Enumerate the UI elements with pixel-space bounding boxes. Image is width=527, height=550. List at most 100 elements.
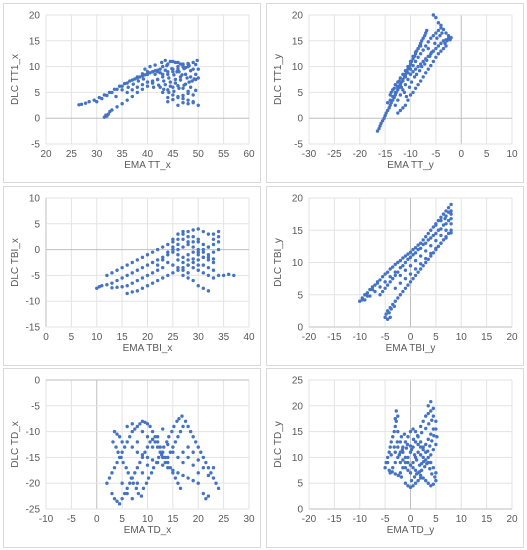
data-point	[378, 278, 382, 282]
data-point	[107, 90, 112, 95]
data-point	[398, 265, 403, 270]
data-point	[387, 106, 391, 110]
x-axis-title: EMA TT_y	[387, 160, 434, 171]
data-point	[401, 88, 405, 92]
data-point	[150, 281, 155, 285]
data-point	[413, 267, 418, 271]
data-point	[221, 273, 226, 278]
data-point	[434, 478, 438, 483]
data-point	[383, 286, 387, 290]
data-point	[411, 247, 415, 252]
data-point	[145, 72, 150, 77]
data-point	[145, 263, 150, 267]
x-tick-label: -15	[327, 332, 342, 343]
data-point	[441, 238, 446, 242]
data-point	[170, 429, 174, 434]
data-point	[393, 262, 397, 267]
data-point	[439, 215, 443, 220]
data-point	[145, 284, 150, 288]
data-point	[413, 67, 418, 71]
data-point	[204, 460, 208, 465]
data-point	[121, 460, 125, 465]
data-point	[155, 247, 160, 252]
data-point	[383, 113, 387, 118]
x-axis-title: EMA TBI_x	[123, 343, 173, 354]
data-point	[196, 247, 200, 252]
x-tick-label: -20	[302, 332, 317, 343]
data-point	[434, 246, 438, 251]
data-point	[77, 103, 81, 107]
data-point	[178, 78, 183, 82]
data-point	[421, 476, 425, 480]
data-point	[188, 429, 193, 434]
data-point	[102, 93, 107, 97]
y-tick-label: 15	[292, 427, 304, 438]
data-point	[406, 283, 410, 287]
data-point	[373, 289, 377, 294]
data-point	[408, 450, 413, 454]
data-point	[446, 33, 451, 38]
y-tick-label: 15	[292, 36, 304, 47]
data-point	[166, 260, 170, 265]
y-tick-label: -5	[31, 140, 40, 151]
data-point	[426, 411, 430, 416]
data-point	[206, 258, 211, 262]
data-point	[413, 86, 418, 90]
data-point	[384, 111, 388, 115]
data-point	[176, 242, 180, 247]
data-point	[413, 245, 418, 250]
x-tick-label: 15	[167, 514, 179, 525]
data-point	[428, 467, 432, 471]
data-point	[387, 450, 391, 454]
data-point	[162, 79, 166, 83]
data-point	[171, 271, 175, 275]
data-point	[392, 86, 396, 90]
data-point	[449, 231, 453, 235]
data-point	[216, 235, 221, 239]
y-tick-label: 25	[292, 376, 304, 387]
data-point	[128, 435, 132, 439]
data-point	[163, 460, 167, 465]
data-point	[180, 414, 184, 418]
data-point	[155, 435, 160, 439]
data-point	[125, 98, 129, 102]
data-point	[403, 276, 408, 281]
data-point	[201, 491, 206, 496]
data-point	[408, 471, 413, 475]
data-point	[363, 293, 367, 297]
y-tick-label: 10	[29, 194, 41, 205]
data-point	[434, 55, 438, 60]
data-point	[115, 460, 119, 465]
chart-svg: -20 -15 -10 -5 0 5 10 15 20 0 5 10 15 20 25 EMA TD_y DLC…	[273, 376, 518, 537]
data-point	[161, 258, 165, 262]
data-point	[444, 214, 448, 218]
data-point	[393, 286, 397, 290]
data-point	[444, 236, 448, 240]
data-point	[434, 471, 438, 475]
data-point	[125, 291, 129, 296]
data-point	[120, 265, 124, 270]
data-point	[186, 424, 190, 429]
data-point	[115, 105, 119, 109]
data-point	[430, 439, 434, 443]
data-point	[423, 464, 427, 469]
data-point	[393, 93, 397, 97]
data-point	[176, 455, 180, 460]
data-point	[403, 75, 408, 79]
data-point	[413, 50, 418, 54]
data-point	[396, 429, 400, 434]
y-tick-label: 10	[29, 62, 41, 73]
data-point	[186, 253, 190, 257]
data-point	[421, 48, 425, 52]
data-point	[401, 466, 405, 470]
data-point	[393, 299, 397, 303]
data-point	[391, 276, 395, 281]
data-point	[429, 254, 433, 258]
data-point	[429, 236, 433, 240]
data-point	[439, 227, 443, 231]
data-point	[403, 466, 408, 470]
data-point	[167, 90, 171, 95]
data-point	[140, 265, 145, 270]
data-point	[125, 81, 129, 85]
data-point	[434, 238, 438, 243]
